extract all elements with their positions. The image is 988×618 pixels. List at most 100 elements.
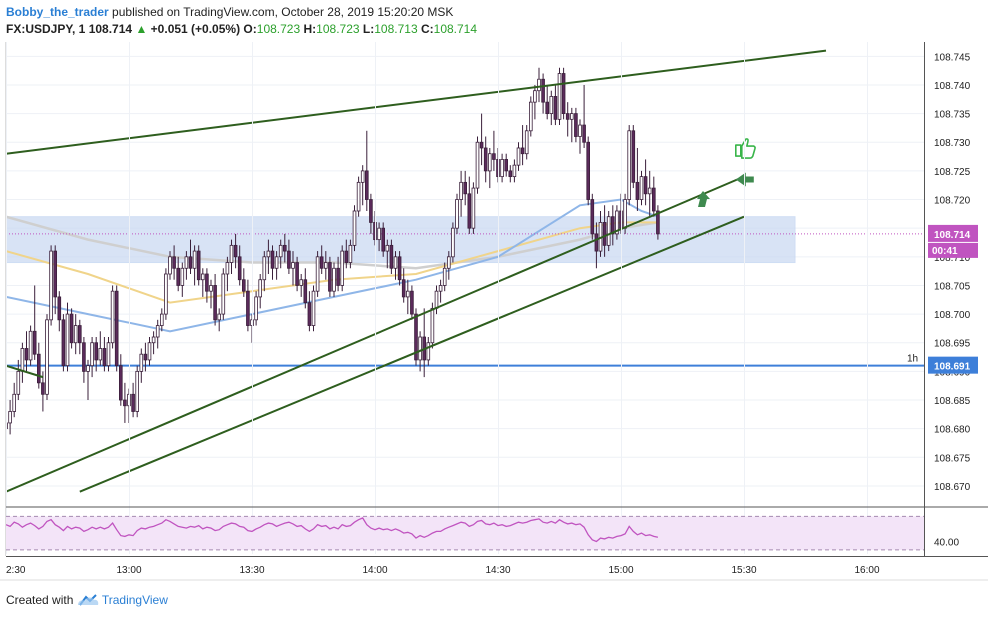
- candle-bull: [570, 113, 574, 120]
- candle-bull: [647, 187, 652, 195]
- candle-bear: [381, 227, 385, 252]
- candle-bull: [315, 256, 320, 292]
- time-tick-label: 14:00: [362, 565, 387, 576]
- rising-trendline-lower: [79, 215, 745, 493]
- candle-bull: [537, 78, 541, 92]
- candle-bear: [237, 256, 242, 281]
- candle-bear: [205, 273, 209, 292]
- arrow-up-icon: [697, 190, 710, 207]
- last-price: 108.714: [88, 22, 133, 36]
- candle-bull: [438, 285, 443, 292]
- candle-bear: [656, 210, 660, 235]
- candle-bear: [69, 313, 74, 344]
- candle-bull: [323, 262, 328, 269]
- candle-bear: [319, 256, 324, 269]
- candle-bull: [28, 330, 33, 361]
- current-price-badge: [928, 224, 978, 242]
- candle-bear: [53, 250, 57, 298]
- candle-bull: [164, 273, 168, 315]
- candle-bear: [176, 267, 181, 286]
- candle-bull: [274, 256, 279, 269]
- candle-bull: [405, 290, 410, 298]
- candle-bear: [545, 101, 549, 115]
- candle-bear: [565, 113, 570, 120]
- candle-bear: [483, 147, 488, 172]
- candle-bear: [233, 244, 238, 258]
- candle-bear: [282, 244, 287, 252]
- candle-bull: [446, 256, 451, 269]
- candle-bear: [119, 365, 123, 401]
- price-tick-label: 108.685: [934, 396, 971, 407]
- tradingview-cloud-icon[interactable]: [77, 593, 102, 607]
- candle-bull: [426, 342, 431, 361]
- moving-average-fast: [6, 198, 659, 333]
- time-tick-label: 13:30: [239, 565, 264, 576]
- candle-bull: [73, 325, 78, 344]
- candle-bear: [295, 262, 299, 286]
- price-change: +0.051 (+0.05%): [150, 22, 241, 36]
- candle-bull: [225, 262, 230, 275]
- rsi-line: [5, 517, 659, 543]
- candle-bull: [627, 130, 631, 200]
- time-tick-label: 2:30: [6, 565, 26, 576]
- price-tick-label: 108.740: [934, 81, 971, 92]
- price-tick-label: 108.710: [934, 253, 971, 264]
- candle-bull: [106, 342, 111, 367]
- thumbs-up-icon: [735, 138, 756, 159]
- candle-bull: [430, 307, 435, 344]
- price-tick-label: 108.675: [934, 453, 971, 464]
- candle-bear: [389, 244, 394, 269]
- footer: Created with TradingView: [6, 593, 168, 607]
- candle-bear: [303, 279, 308, 304]
- candle-bear: [24, 348, 29, 361]
- candle-bear: [41, 382, 45, 395]
- candle-bear: [143, 353, 148, 361]
- published-text: published on TradingView.com, October 28…: [112, 5, 454, 19]
- author-link[interactable]: Bobby_the_trader: [6, 5, 109, 19]
- candle-bull: [455, 199, 459, 229]
- candle-bull: [184, 256, 189, 269]
- candle-bull: [151, 336, 156, 344]
- candle-bear: [582, 124, 586, 143]
- low-value: 108.713: [374, 22, 418, 36]
- candle-bear: [196, 250, 201, 281]
- ohlc-legend: FX:USDJPY, 1 108.714 ▲ +0.051 (+0.05%) O…: [6, 22, 477, 36]
- symbol-label[interactable]: FX:USDJPY, 1: [6, 22, 86, 36]
- candle-bear: [410, 290, 414, 315]
- candle-bull: [377, 227, 381, 241]
- candle-bull: [65, 313, 70, 367]
- candle-bear: [344, 250, 349, 263]
- candle-bull: [258, 279, 262, 298]
- close-value: 108.714: [433, 22, 478, 36]
- candle-bull: [221, 273, 226, 315]
- candle-bull: [299, 279, 303, 286]
- candle-bull: [266, 250, 271, 258]
- open-value: 108.723: [256, 22, 301, 36]
- candle-bull: [385, 244, 390, 252]
- price-tick-label: 108.700: [934, 310, 971, 321]
- candle-bull: [471, 187, 476, 229]
- candle-bull: [254, 296, 258, 321]
- tradingview-brand[interactable]: TradingView: [101, 593, 168, 607]
- candle-bull: [533, 90, 537, 103]
- candle-bull: [332, 267, 336, 292]
- time-tick-label: 15:30: [731, 565, 756, 576]
- candle-bull: [20, 348, 25, 372]
- price-tick-label: 108.730: [934, 138, 971, 149]
- candle-bear: [172, 256, 176, 269]
- candle-bull: [442, 267, 447, 286]
- candle-bear: [336, 267, 340, 286]
- triangle-up-icon: ▲: [135, 22, 148, 36]
- candle-bull: [356, 181, 361, 212]
- candle-bull: [549, 96, 554, 115]
- candle-bear: [397, 256, 402, 281]
- support-price-badge: [928, 356, 978, 374]
- time-tick-label: 14:30: [485, 565, 510, 576]
- candle-bull: [180, 267, 185, 286]
- candle-bull: [291, 262, 295, 269]
- candle-bull: [451, 227, 455, 258]
- candle-bull: [475, 141, 480, 189]
- candle-bear: [492, 153, 496, 160]
- publish-info: Bobby_the_trader published on TradingVie…: [6, 5, 453, 19]
